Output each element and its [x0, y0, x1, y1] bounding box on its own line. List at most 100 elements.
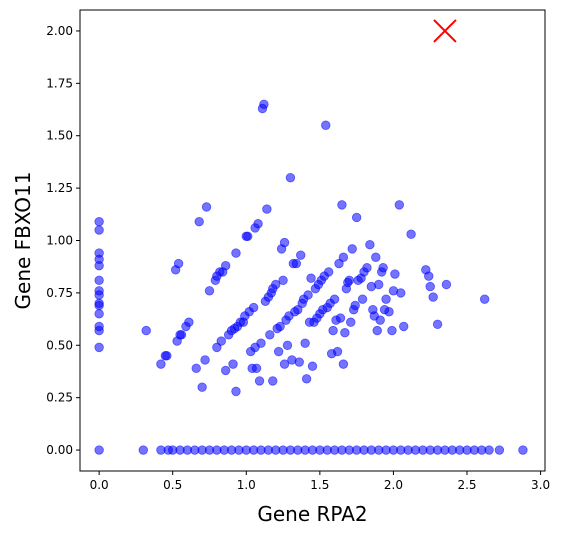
data-point-159	[479, 294, 490, 304]
x-tick-label: 2.5	[457, 478, 476, 492]
data-point-25	[191, 363, 201, 374]
y-tick-label: 0.75	[46, 286, 73, 300]
data-point-209	[518, 445, 528, 455]
data-point-15	[156, 359, 166, 369]
data-point-87	[294, 357, 304, 367]
data-point-93	[303, 290, 313, 300]
data-point-138	[372, 325, 382, 336]
data-point-107	[323, 267, 334, 277]
data-point-70	[271, 279, 281, 290]
data-point-10	[94, 309, 104, 319]
data-point-27	[197, 382, 207, 392]
data-point-158	[441, 279, 452, 290]
data-point-149	[394, 200, 405, 210]
x-tick-label: 0.5	[163, 478, 182, 492]
highlight-marker-group	[433, 19, 457, 43]
data-point-58	[253, 219, 263, 229]
data-point-5	[94, 275, 104, 286]
y-tick-label: 2.00	[46, 24, 73, 38]
data-point-62	[259, 99, 269, 110]
data-point-116	[337, 200, 347, 210]
data-point-54	[248, 302, 259, 313]
data-point-33	[212, 342, 222, 353]
y-tick-label: 1.50	[46, 129, 73, 143]
data-point-139	[374, 279, 384, 290]
data-point-132	[362, 263, 372, 273]
data-point-105	[321, 120, 331, 130]
data-point-142	[378, 263, 388, 273]
x-tick-label: 0.0	[90, 478, 109, 492]
data-point-140	[375, 315, 385, 325]
data-point-150	[396, 288, 406, 298]
highlight-x-marker-stroke-1	[433, 19, 457, 43]
x-axis-ticks: 0.0 0.5 1.0 1.5 2.0 2.5 3.0	[90, 471, 550, 492]
data-point-77	[279, 359, 290, 369]
data-point-1	[94, 225, 104, 235]
y-axis-title: Gene FBXO11	[11, 172, 35, 310]
data-point-86	[293, 304, 303, 315]
data-point-207	[484, 445, 494, 455]
data-point-0	[94, 216, 104, 227]
y-axis-ticks: 0.00 0.25 0.50 0.75 1.00 1.25 1.50 1.75 2.00	[46, 24, 80, 457]
data-point-133	[365, 239, 375, 250]
data-point-69	[268, 376, 278, 386]
data-point-130	[357, 294, 368, 304]
data-point-208	[494, 445, 505, 455]
data-point-157	[432, 319, 443, 330]
data-point-161	[138, 445, 148, 455]
data-point-123	[346, 317, 356, 327]
data-point-29	[201, 202, 212, 212]
data-point-95	[306, 273, 316, 283]
data-points	[94, 99, 528, 455]
data-point-35	[216, 336, 226, 346]
data-point-75	[278, 275, 288, 286]
x-tick-label: 1.5	[310, 478, 329, 492]
data-point-122	[344, 275, 354, 286]
data-point-88	[296, 250, 306, 260]
data-point-24	[184, 317, 194, 327]
y-tick-label: 0.50	[46, 338, 73, 352]
y-tick-label: 0.25	[46, 391, 73, 405]
data-point-85	[291, 258, 302, 269]
data-point-114	[334, 258, 344, 269]
data-point-26	[194, 216, 204, 227]
data-point-66	[265, 330, 275, 340]
data-point-60	[256, 338, 266, 348]
data-point-151	[399, 321, 409, 332]
data-point-145	[384, 307, 394, 317]
data-point-14	[141, 325, 151, 336]
y-tick-label: 1.00	[46, 234, 73, 248]
data-point-50	[243, 231, 253, 242]
data-point-59	[254, 376, 265, 386]
data-point-127	[351, 212, 362, 223]
data-point-57	[251, 363, 262, 374]
data-point-13	[94, 342, 104, 353]
data-point-30	[204, 286, 215, 296]
data-point-91	[300, 338, 310, 348]
data-point-17	[162, 351, 172, 361]
data-point-72	[273, 346, 284, 357]
data-point-152	[406, 229, 416, 239]
data-point-117	[338, 252, 349, 262]
data-point-43	[231, 248, 241, 258]
data-point-119	[340, 328, 350, 338]
data-point-76	[279, 237, 290, 248]
data-point-110	[328, 325, 338, 336]
data-point-154	[424, 271, 434, 281]
data-point-96	[307, 361, 318, 371]
data-point-160	[94, 445, 104, 455]
data-point-156	[428, 292, 438, 302]
data-point-22	[176, 330, 187, 340]
data-point-146	[387, 325, 397, 336]
data-point-81	[285, 172, 296, 183]
data-point-111	[329, 294, 340, 304]
data-point-155	[425, 281, 435, 292]
y-tick-label: 1.25	[46, 181, 73, 195]
data-point-12	[94, 325, 104, 336]
data-point-9	[94, 300, 104, 311]
data-point-28	[200, 355, 210, 365]
data-point-124	[347, 244, 357, 254]
data-point-64	[262, 204, 272, 214]
